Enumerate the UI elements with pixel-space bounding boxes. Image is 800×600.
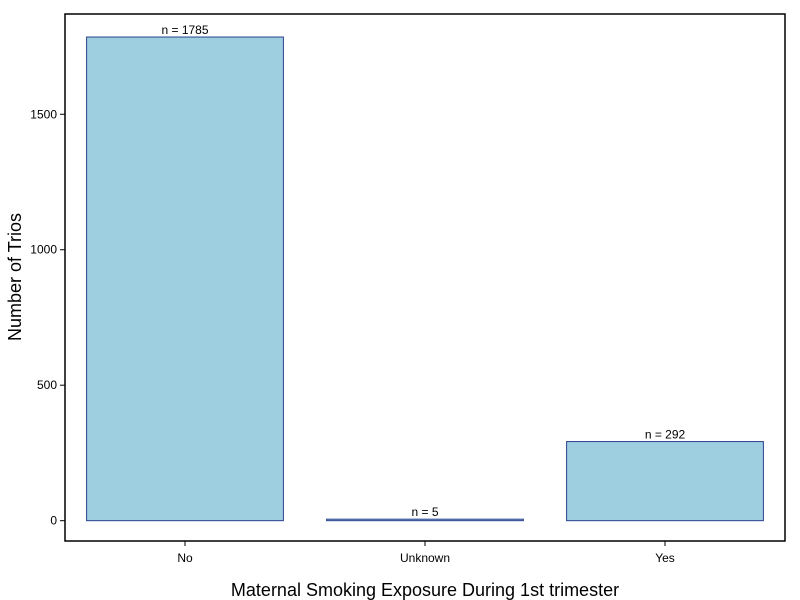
y-tick-label-1500: 1500 xyxy=(30,107,57,121)
bar-no xyxy=(86,36,284,522)
y-axis-title: Number of Trios xyxy=(5,213,25,341)
y-axis-ticks: 0 500 1000 1500 xyxy=(30,107,65,528)
y-tick-label-500: 500 xyxy=(37,378,57,392)
x-axis-title: Maternal Smoking Exposure During 1st tri… xyxy=(231,580,619,600)
y-tick-label-0: 0 xyxy=(50,514,57,528)
data-label-no: n = 1785 xyxy=(161,23,208,37)
x-tick-label-unknown: Unknown xyxy=(400,551,450,565)
data-label-unknown: n = 5 xyxy=(411,505,438,519)
bar-yes xyxy=(566,441,764,522)
data-label-yes: n = 292 xyxy=(645,428,686,442)
x-tick-label-no: No xyxy=(177,551,193,565)
x-tick-label-yes: Yes xyxy=(655,551,675,565)
bar-group: n = 1785 n = 5 n = 292 xyxy=(86,23,764,522)
bar-unknown xyxy=(326,518,524,522)
y-tick-label-1000: 1000 xyxy=(30,243,57,257)
x-axis-ticks: No Unknown Yes xyxy=(177,541,675,565)
